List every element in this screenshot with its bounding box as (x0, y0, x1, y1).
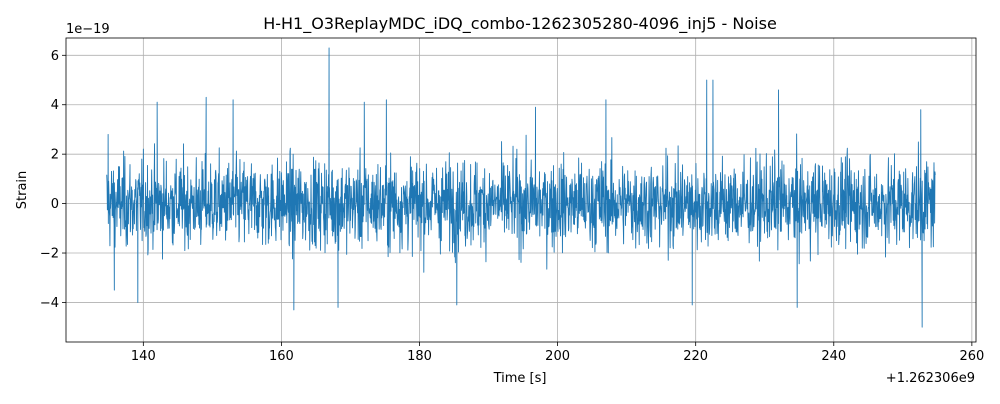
y-tick-label: 4 (51, 98, 59, 113)
x-tick-label: 140 (131, 349, 156, 364)
ticks: 140 160 180 200 220 240 260 −4 −2 0 2 4 6 (40, 49, 984, 364)
y-tick-label: −2 (40, 247, 59, 262)
x-tick-label: 260 (959, 349, 984, 364)
x-tick-label: 240 (821, 349, 846, 364)
x-tick-label: 200 (545, 349, 570, 364)
axes-frame (65, 37, 977, 343)
y-tick-label: 2 (51, 148, 59, 163)
x-tick-label: 180 (407, 349, 432, 364)
x-axis-label: Time [s] (493, 371, 547, 386)
y-tick-label: −4 (40, 296, 59, 311)
data-layer (106, 47, 936, 328)
x-tick-label: 160 (269, 349, 294, 364)
chart-title: H-H1_O3ReplayMDC_iDQ_combo-1262305280-40… (263, 14, 777, 34)
noise-series-line (106, 47, 936, 328)
y-tick-label: 0 (51, 197, 59, 212)
x-offset-label: +1.262306e9 (886, 371, 975, 386)
x-tick-label: 220 (683, 349, 708, 364)
y-tick-label: 6 (51, 49, 59, 64)
y-axis-label: Strain (15, 171, 30, 210)
y-scale-label: 1e−19 (66, 22, 110, 37)
